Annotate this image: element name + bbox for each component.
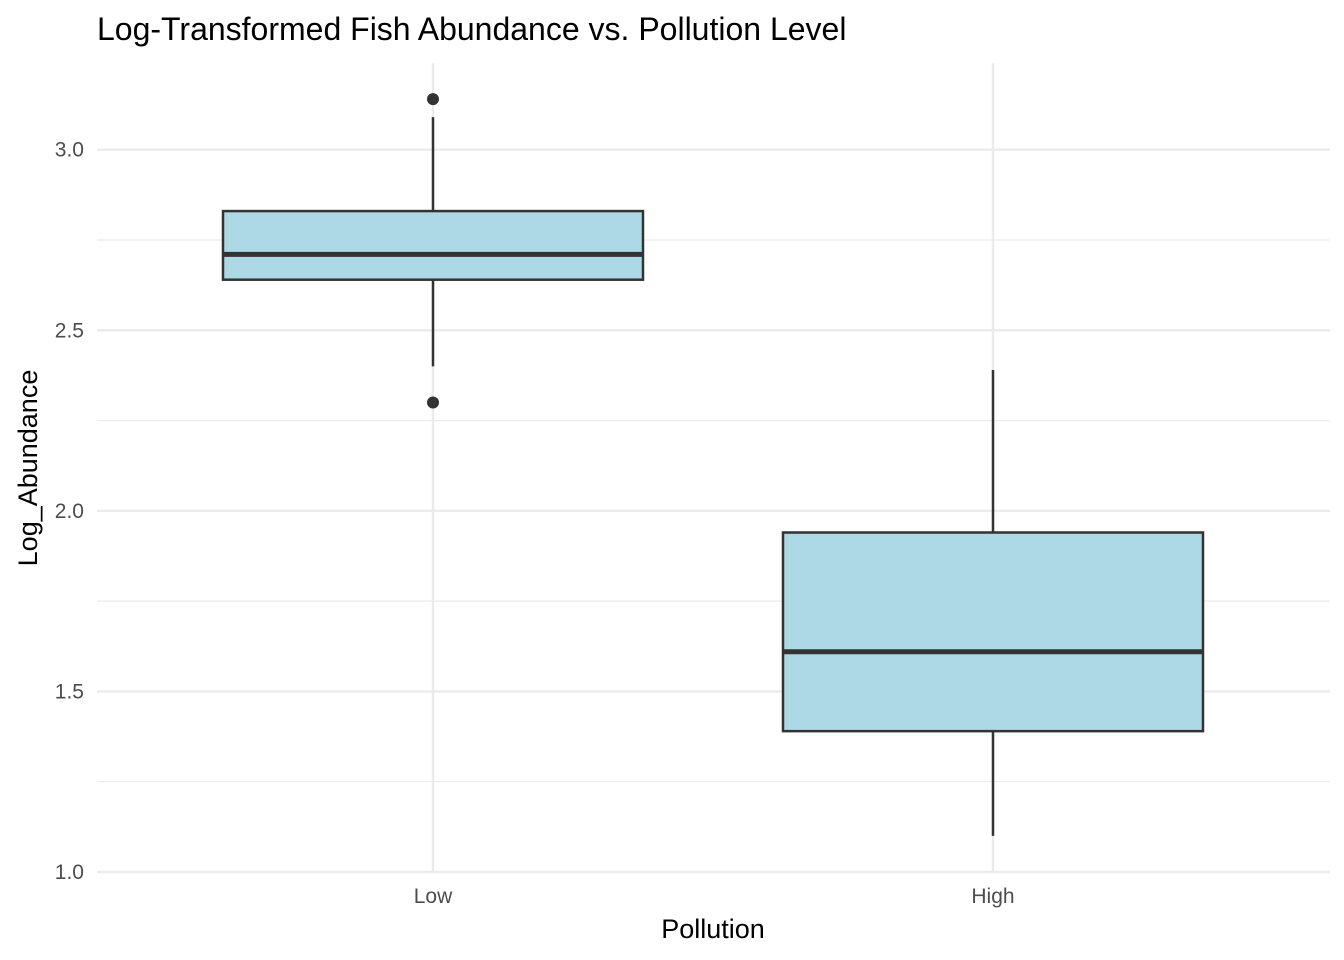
chart-title: Log-Transformed Fish Abundance vs. Pollu… xyxy=(97,11,846,47)
y-tick-label: 1.5 xyxy=(55,680,84,703)
box-iqr xyxy=(221,209,645,281)
outlier-point xyxy=(427,93,439,106)
box-high xyxy=(781,369,1205,836)
y-tick-label: 1.0 xyxy=(55,861,84,884)
boxes xyxy=(221,93,1205,836)
y-tick-label: 2.5 xyxy=(55,319,84,342)
y-axis-label: Log_Abundance xyxy=(13,370,43,567)
x-tick-labels: Low High xyxy=(414,885,1015,908)
x-tick-label: High xyxy=(971,885,1014,908)
y-tick-label: 2.0 xyxy=(55,500,84,523)
grid xyxy=(97,63,1330,874)
outlier-point xyxy=(427,396,439,409)
x-tick-label: Low xyxy=(414,885,453,908)
box-low xyxy=(221,93,645,409)
y-tick-labels: 1.0 1.5 2.0 2.5 3.0 xyxy=(55,139,84,884)
x-axis-label: Pollution xyxy=(661,914,765,944)
box-iqr xyxy=(781,531,1205,733)
y-tick-label: 3.0 xyxy=(55,139,84,162)
